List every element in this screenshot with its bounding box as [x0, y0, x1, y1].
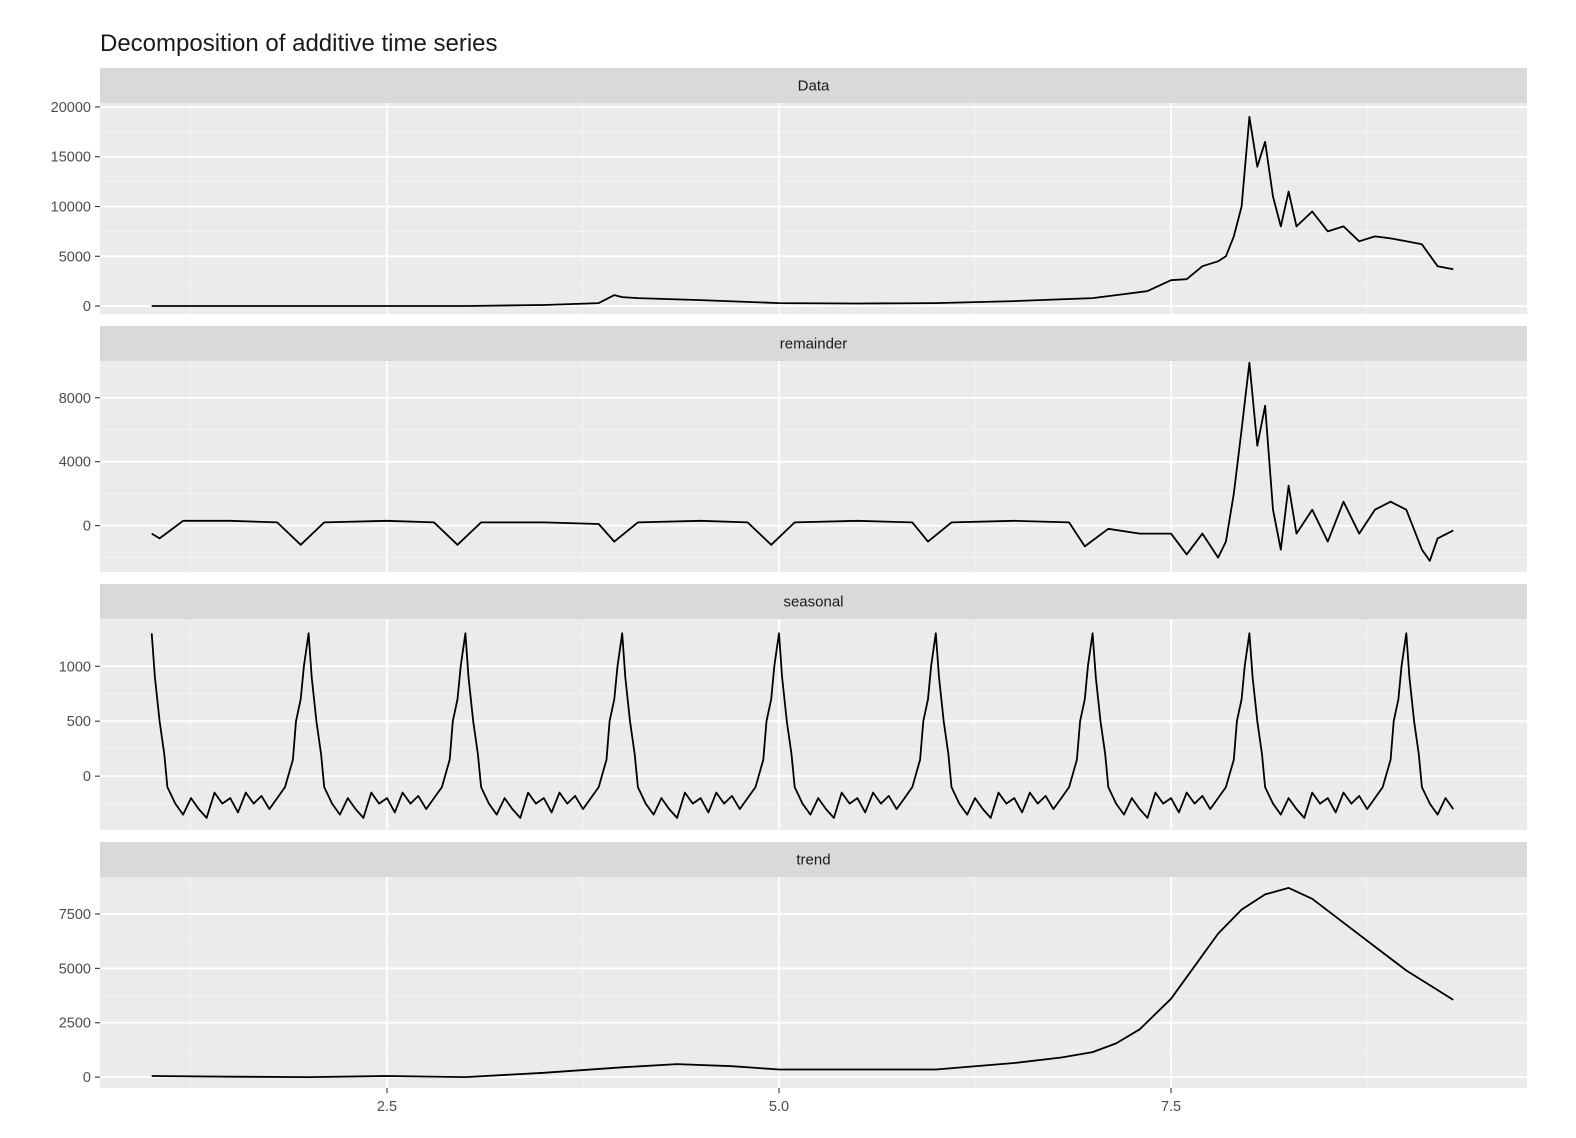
series-line-seasonal — [150, 632, 1455, 819]
y-tick-label-seasonal: 0 — [83, 769, 91, 785]
strip-label-remainder: remainder — [780, 336, 848, 353]
y-tick-label-data: 10000 — [51, 200, 91, 216]
panel-background-seasonal — [100, 619, 1527, 830]
strip-data — [100, 68, 1527, 103]
y-tick-label-data: 5000 — [59, 249, 91, 265]
chart-title: Decomposition of additive time series — [100, 30, 498, 57]
y-tick-label-trend: 5000 — [59, 961, 91, 977]
series-line-data — [151, 116, 1454, 307]
strip-remainder — [100, 326, 1527, 361]
y-tick-label-trend: 7500 — [59, 907, 91, 923]
y-tick-label-remainder: 0 — [83, 519, 91, 535]
panel-remainder: remainder 0 4000 8000 — [59, 326, 1527, 572]
panel-background-trend — [100, 877, 1527, 1088]
x-tick-label: 7.5 — [1161, 1099, 1181, 1115]
x-tick-label: 5.0 — [769, 1099, 789, 1115]
y-tick-label-data: 0 — [83, 299, 91, 315]
y-tick-label-seasonal: 500 — [67, 714, 91, 730]
strip-label-seasonal: seasonal — [783, 594, 843, 611]
y-tick-label-remainder: 8000 — [59, 391, 91, 407]
series-line-trend — [151, 887, 1454, 1078]
panel-background-remainder — [100, 361, 1527, 572]
panel-data: Data 0 5000 10000 15000 20000 — [51, 68, 1527, 315]
strip-label-data: Data — [798, 78, 830, 95]
x-axis: 2.5 5.0 7.5 — [377, 1088, 1181, 1115]
y-tick-label-trend: 0 — [83, 1070, 91, 1086]
y-tick-label-data: 20000 — [51, 100, 91, 116]
panel-background-data — [100, 103, 1527, 314]
x-tick-label: 2.5 — [377, 1099, 397, 1115]
y-tick-label-remainder: 4000 — [59, 455, 91, 471]
y-tick-label-seasonal: 1000 — [59, 659, 91, 675]
panel-seasonal: seasonal 0 500 1000 — [59, 584, 1527, 830]
y-tick-label-data: 15000 — [51, 150, 91, 166]
series-line-remainder — [151, 361, 1454, 562]
y-tick-label-trend: 2500 — [59, 1016, 91, 1032]
facet-panels: Data05000100001500020000remainder0400080… — [51, 68, 1527, 1088]
strip-seasonal — [100, 584, 1527, 619]
panel-trend: trend 0 2500 5000 7500 — [59, 842, 1527, 1088]
strip-label-trend: trend — [796, 852, 830, 869]
strip-trend — [100, 842, 1527, 877]
